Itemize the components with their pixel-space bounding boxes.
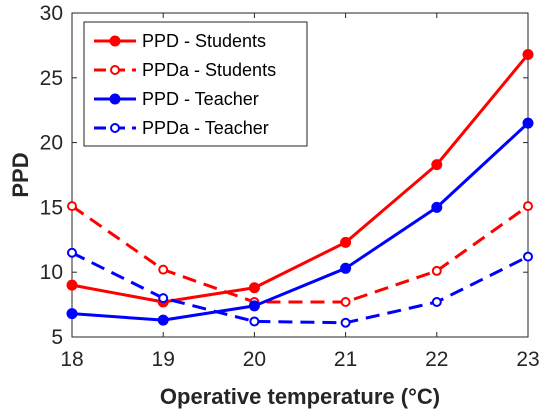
- data-point: [522, 48, 534, 60]
- legend-box: [83, 21, 308, 147]
- y-tick-label: 30: [40, 2, 63, 25]
- data-point: [340, 262, 352, 274]
- series-3: [66, 117, 534, 326]
- x-tick-label: 18: [60, 348, 83, 371]
- data-point: [248, 282, 260, 294]
- data-point: [67, 247, 77, 258]
- x-axis: 18 19 20 21 22 23: [60, 13, 540, 371]
- data-point: [66, 308, 78, 320]
- data-point: [431, 159, 443, 171]
- x-tick-label: 22: [425, 348, 448, 371]
- legend-label: PPD - Students: [142, 31, 266, 51]
- y-axis: 5 10 15 20 25 30: [40, 2, 528, 349]
- data-point: [431, 201, 443, 213]
- y-tick-label: 10: [40, 261, 63, 284]
- y-tick-label: 5: [51, 326, 63, 349]
- legend-item: PPD - Students: [94, 31, 266, 51]
- legend-swatch-marker: [110, 65, 120, 75]
- x-tick-label: 23: [516, 348, 539, 371]
- series-4: [67, 247, 533, 328]
- legend-item: PPD - Teacher: [94, 89, 259, 109]
- data-point: [523, 251, 533, 262]
- data-point: [249, 316, 260, 327]
- legend-swatch-marker: [110, 123, 120, 133]
- legend-item: PPDa - Students: [94, 60, 276, 80]
- data-point: [158, 264, 169, 275]
- data-point: [340, 236, 352, 248]
- series-line: [71, 251, 529, 325]
- legend-item: PPDa - Teacher: [94, 118, 269, 138]
- legend-label: PPDa - Students: [142, 60, 276, 80]
- series-layer: [66, 48, 534, 328]
- x-axis-label: Operative temperature (°C): [160, 384, 440, 409]
- data-point: [158, 293, 169, 304]
- data-point: [157, 314, 169, 326]
- legend-swatch-marker: [109, 35, 121, 47]
- series-line: [71, 204, 529, 304]
- data-point: [340, 297, 351, 308]
- data-point: [248, 300, 260, 312]
- x-tick-label: 20: [243, 348, 266, 371]
- legend-swatch-marker: [109, 93, 121, 105]
- y-tick-label: 15: [40, 196, 63, 219]
- data-point: [522, 117, 534, 129]
- legend-label: PPDa - Teacher: [142, 118, 269, 138]
- legend: PPD - Students PPDa - Students PPD - Teach…: [83, 21, 308, 147]
- x-tick-label: 21: [334, 348, 357, 371]
- y-axis-label: PPD: [8, 152, 33, 197]
- data-point: [66, 279, 78, 291]
- y-tick-label: 25: [40, 67, 63, 90]
- data-point: [67, 201, 77, 212]
- data-point: [523, 201, 533, 212]
- legend-label: PPD - Teacher: [142, 89, 259, 109]
- x-tick-label: 19: [152, 348, 175, 371]
- series-line: [71, 53, 530, 304]
- data-point: [431, 265, 442, 276]
- y-tick-label: 20: [40, 132, 63, 155]
- series-1: [66, 48, 534, 308]
- data-point: [431, 297, 442, 308]
- series-2: [67, 201, 533, 308]
- data-point: [340, 317, 351, 328]
- series-line: [71, 122, 530, 322]
